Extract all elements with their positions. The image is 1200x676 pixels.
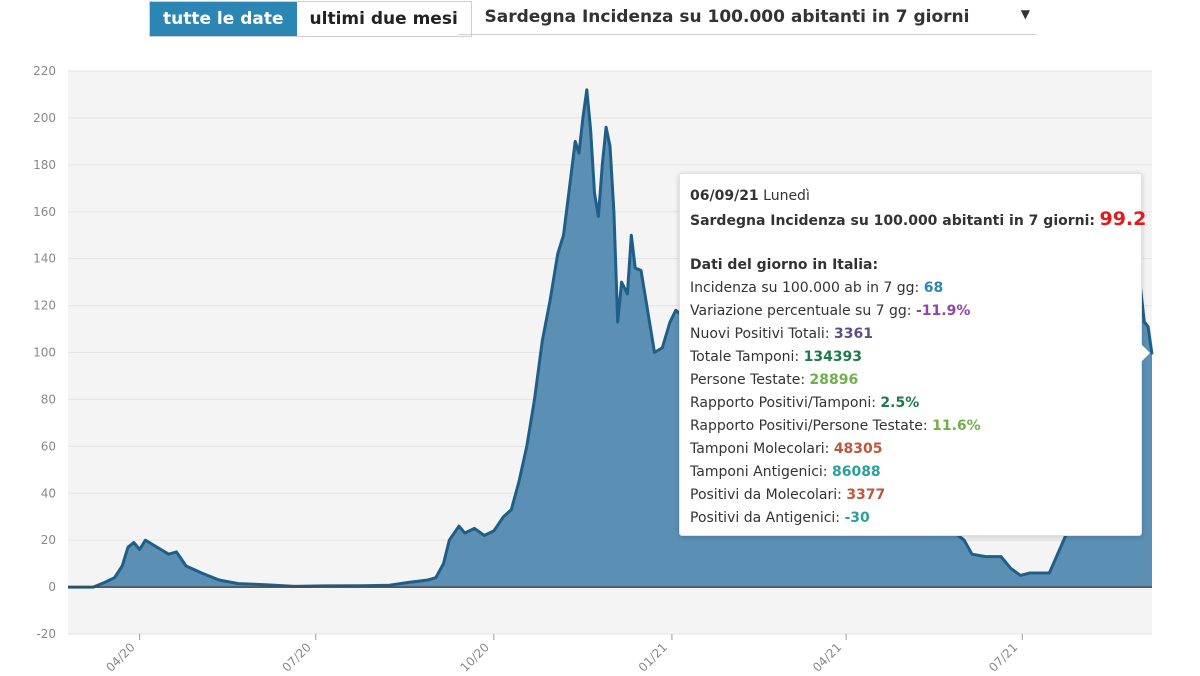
tooltip-row-label: Tamponi Molecolari:	[690, 441, 834, 457]
tooltip-weekday: Lunedì	[763, 188, 810, 204]
y-tick-label: 80	[41, 392, 56, 406]
y-tick-label: 20	[41, 533, 56, 547]
tooltip-row-label: Incidenza su 100.000 ab in 7 gg:	[690, 280, 924, 296]
x-tick-label: 07/20	[280, 640, 314, 674]
x-tick-label: 04/20	[103, 640, 137, 674]
tooltip-row-value: 11.6%	[932, 418, 981, 434]
tooltip-row-value: 3361	[834, 326, 873, 342]
chevron-down-icon: ▼	[1020, 7, 1030, 21]
x-tick-label: 04/21	[810, 640, 844, 674]
tooltip-row: Persone Testate: 28896	[690, 370, 1131, 393]
tooltip-row-label: Positivi da Molecolari:	[690, 487, 847, 503]
tooltip-row-value: 48305	[833, 441, 883, 457]
y-tick-label: 100	[33, 346, 56, 360]
tooltip-section-title: Dati del giorno in Italia:	[690, 257, 879, 273]
tooltip-row-label: Rapporto Positivi/Persone Testate:	[690, 418, 933, 434]
tooltip-row-label: Totale Tamponi:	[690, 349, 804, 365]
tooltip-row-label: Rapporto Positivi/Tamponi:	[690, 395, 881, 411]
tooltip-row-value: -11.9%	[915, 303, 971, 319]
tooltip-row: Rapporto Positivi/Persone Testate: 11.6%	[690, 416, 1131, 439]
tooltip-row-label: Persone Testate:	[690, 372, 810, 388]
tooltip-row: Totale Tamponi: 134393	[690, 347, 1131, 370]
last-two-months-button[interactable]: ultimi due mesi	[296, 2, 471, 36]
series-line	[68, 88, 1154, 589]
tooltip-rows: Incidenza su 100.000 ab in 7 gg: 68 Varia…	[690, 278, 1131, 531]
all-dates-button[interactable]: tutte le date	[150, 2, 297, 36]
y-tick-label: 180	[33, 158, 56, 172]
y-tick-label: 220	[33, 64, 56, 78]
y-tick-label: 0	[48, 580, 56, 594]
tooltip-row-label: Tamponi Antigenici:	[690, 464, 832, 480]
y-tick-label: 160	[33, 205, 56, 219]
tooltip-row-value: 134393	[803, 349, 863, 365]
date-range-toggle: tutte le date ultimi due mesi	[149, 1, 472, 37]
y-tick-label: 40	[41, 486, 56, 500]
tooltip-row-value: 68	[923, 280, 944, 296]
y-tick-label: 120	[33, 299, 56, 313]
tooltip-row-label: Nuovi Positivi Totali:	[690, 326, 834, 342]
tooltip-row: Incidenza su 100.000 ab in 7 gg: 68	[690, 278, 1131, 301]
tooltip-date: 06/09/21	[690, 188, 759, 204]
y-tick-label: -20	[36, 627, 56, 641]
tooltip-row: Rapporto Positivi/Tamponi: 2.5%	[690, 393, 1131, 416]
tooltip-headline-value: 99.2	[1099, 208, 1147, 230]
tooltip-headline-label: Sardegna Incidenza su 100.000 abitanti i…	[690, 213, 1096, 229]
metric-select[interactable]: Sardegna Incidenza su 100.000 abitanti i…	[458, 1, 1036, 35]
tooltip-row-value: 2.5%	[880, 395, 920, 411]
tooltip-row-value: 3377	[846, 487, 886, 503]
x-tick-label: 01/21	[636, 640, 670, 674]
tooltip-row-value: -30	[844, 510, 870, 526]
x-tick-label: 10/20	[458, 640, 492, 674]
tooltip-row: Nuovi Positivi Totali: 3361	[690, 324, 1131, 347]
tooltip-row: Variazione percentuale su 7 gg: -11.9%	[690, 301, 1131, 324]
tooltip-row: Positivi da Antigenici: -30	[690, 508, 1131, 531]
tooltip-row: Tamponi Molecolari: 48305	[690, 439, 1131, 462]
x-tick-label: 07/21	[986, 640, 1020, 674]
y-tick-label: 140	[33, 252, 56, 266]
tooltip-row-label: Variazione percentuale su 7 gg:	[690, 303, 916, 319]
y-tick-label: 200	[33, 111, 56, 125]
tooltip-row-label: Positivi da Antigenici:	[690, 510, 845, 526]
chart-tooltip: 06/09/21 Lunedì Sardegna Incidenza su 10…	[679, 173, 1150, 536]
series-area	[68, 89, 1152, 588]
tooltip-row-value: 86088	[831, 464, 881, 480]
tooltip-row-value: 28896	[809, 372, 859, 388]
y-tick-label: 60	[41, 439, 56, 453]
tooltip-row: Tamponi Antigenici: 86088	[690, 462, 1131, 485]
tooltip-arrow	[1141, 344, 1150, 362]
tooltip-row: Positivi da Molecolari: 3377	[690, 485, 1131, 508]
metric-select-label: Sardegna Incidenza su 100.000 abitanti i…	[484, 7, 970, 27]
